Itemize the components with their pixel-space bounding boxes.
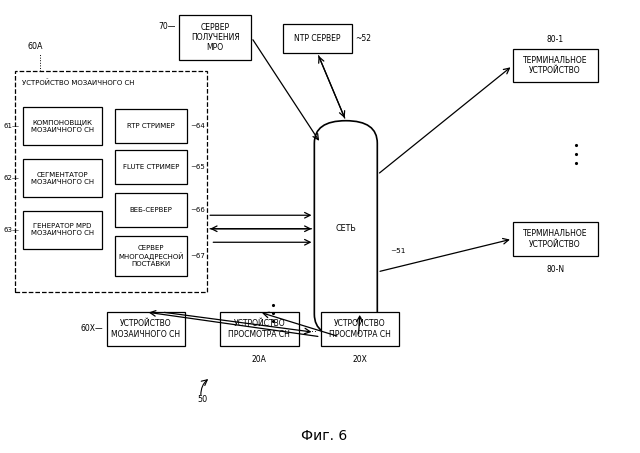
- Text: ~51: ~51: [390, 248, 405, 254]
- Text: СЕРВЕР
МНОГОАДРЕСНОЙ
ПОСТАВКИ: СЕРВЕР МНОГОАДРЕСНОЙ ПОСТАВКИ: [118, 245, 184, 267]
- FancyBboxPatch shape: [115, 236, 187, 276]
- Text: УСТРОЙСТВО МОЗАИЧНОГО СН: УСТРОЙСТВО МОЗАИЧНОГО СН: [22, 79, 134, 86]
- FancyBboxPatch shape: [220, 312, 299, 346]
- Text: NTP СЕРВЕР: NTP СЕРВЕР: [294, 34, 340, 43]
- FancyBboxPatch shape: [115, 193, 187, 226]
- Text: ВЕБ-СЕРВЕР: ВЕБ-СЕРВЕР: [129, 207, 172, 212]
- Text: Фиг. 6: Фиг. 6: [301, 429, 347, 443]
- FancyBboxPatch shape: [321, 312, 399, 346]
- FancyBboxPatch shape: [15, 71, 207, 292]
- Text: ТЕРМИНАЛЬНОЕ
УСТРОЙСТВО: ТЕРМИНАЛЬНОЕ УСТРОЙСТВО: [523, 56, 588, 75]
- Text: УСТРОЙСТВО
МОЗАИЧНОГО СН: УСТРОЙСТВО МОЗАИЧНОГО СН: [111, 319, 180, 339]
- Text: 50: 50: [198, 395, 208, 405]
- Text: 60A: 60A: [28, 42, 44, 51]
- Text: 20X: 20X: [353, 355, 367, 364]
- Text: ГЕНЕРАТОР MPD
МОЗАИЧНОГО СН: ГЕНЕРАТОР MPD МОЗАИЧНОГО СН: [31, 223, 93, 236]
- Text: ТЕРМИНАЛЬНОЕ
УСТРОЙСТВО: ТЕРМИНАЛЬНОЕ УСТРОЙСТВО: [523, 229, 588, 249]
- FancyBboxPatch shape: [513, 48, 598, 82]
- Text: 80-1: 80-1: [547, 35, 564, 44]
- Text: 80-N: 80-N: [546, 265, 564, 274]
- FancyBboxPatch shape: [23, 159, 102, 197]
- FancyBboxPatch shape: [115, 110, 187, 143]
- Text: ~67: ~67: [190, 253, 205, 259]
- Text: 60X—: 60X—: [81, 324, 104, 333]
- FancyBboxPatch shape: [115, 150, 187, 184]
- Text: УСТРОЙСТВО
ПРОСМОТРА СН: УСТРОЙСТВО ПРОСМОТРА СН: [228, 319, 290, 339]
- Text: ...: ...: [308, 324, 317, 334]
- FancyBboxPatch shape: [23, 107, 102, 145]
- Text: 70—: 70—: [159, 22, 176, 31]
- Text: СЕРВЕР
ПОЛУЧЕНИЯ
МРО: СЕРВЕР ПОЛУЧЕНИЯ МРО: [191, 23, 239, 52]
- FancyBboxPatch shape: [23, 211, 102, 249]
- Text: КОМПОНОВЩИК
МОЗАИЧНОГО СН: КОМПОНОВЩИК МОЗАИЧНОГО СН: [31, 120, 93, 133]
- Text: RTP СТРИМЕР: RTP СТРИМЕР: [127, 123, 175, 129]
- Text: СЕГМЕНТАТОР
МОЗАИЧНОГО СН: СЕГМЕНТАТОР МОЗАИЧНОГО СН: [31, 172, 93, 185]
- FancyBboxPatch shape: [513, 222, 598, 256]
- FancyBboxPatch shape: [106, 312, 185, 346]
- FancyBboxPatch shape: [179, 15, 252, 60]
- Text: 62—: 62—: [4, 175, 20, 181]
- Text: ~64: ~64: [190, 123, 205, 129]
- Text: FLUTE СТРИМЕР: FLUTE СТРИМЕР: [123, 164, 179, 170]
- FancyBboxPatch shape: [283, 24, 352, 53]
- Text: ~52: ~52: [355, 34, 371, 43]
- Text: 20A: 20A: [252, 355, 267, 364]
- Text: 63—: 63—: [4, 227, 20, 233]
- Text: ~65: ~65: [190, 164, 205, 170]
- FancyBboxPatch shape: [314, 120, 378, 337]
- Text: 61—: 61—: [4, 123, 20, 129]
- Text: УСТРОЙСТВО
ПРОСМОТРА СН: УСТРОЙСТВО ПРОСМОТРА СН: [329, 319, 391, 339]
- Text: ~66: ~66: [190, 207, 205, 212]
- Text: СЕТЬ: СЕТЬ: [335, 224, 356, 233]
